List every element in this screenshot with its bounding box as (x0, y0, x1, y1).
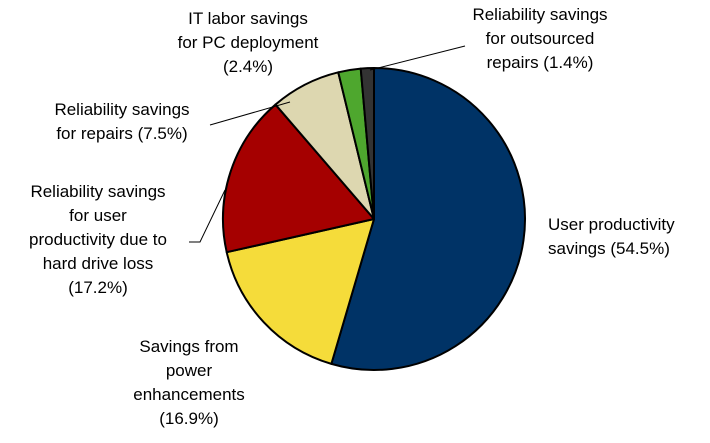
slice-label-line: Reliability savings (30, 182, 165, 201)
slice-label-line: for user (69, 206, 127, 225)
slice-label-line: (17.2%) (68, 278, 128, 297)
pie-slice-hard-drive-loss (222, 103, 375, 254)
leader-line-hard-drive-loss (189, 189, 226, 243)
slice-label-user-productivity: User productivity savings (54.5%) (548, 215, 675, 258)
leader-line-repairs (209, 101, 291, 126)
leader-line-outsourced-repairs (369, 45, 466, 71)
pie-slice-outsourced-repairs (359, 67, 375, 220)
slice-label-line: Reliability savings (472, 5, 607, 24)
slice-label-line: (2.4%) (223, 57, 273, 76)
slice-label-line: for PC deployment (178, 33, 319, 52)
pie-slices (222, 67, 526, 371)
slice-label-line: for repairs (7.5%) (56, 124, 187, 143)
slice-label-line: hard drive loss (43, 254, 154, 273)
pie-slice-power-enhancements (225, 218, 375, 365)
slice-label-line: productivity due to (29, 230, 167, 249)
slice-label-line: power (166, 361, 213, 380)
slice-label-line: IT labor savings (188, 9, 308, 28)
slice-label-power-enhancements: Savings from power enhancements (16.9%) (133, 337, 245, 428)
slice-label-hard-drive-loss: Reliability savings for user productivity … (29, 182, 167, 297)
slice-label-repairs: Reliability savings for repairs (7.5%) (54, 100, 189, 143)
slice-label-line: Savings from (139, 337, 238, 356)
slice-label-line: User productivity (548, 215, 675, 234)
slice-label-line: enhancements (133, 385, 245, 404)
slice-label-line: Reliability savings (54, 100, 189, 119)
slice-label-it-labor: IT labor savings for PC deployment (2.4%) (178, 9, 319, 76)
slice-label-outsourced-repairs: Reliability savings for outsourced repairs… (472, 5, 607, 72)
slice-label-line: savings (54.5%) (548, 239, 670, 258)
slice-label-line: (16.9%) (159, 409, 219, 428)
slice-label-line: repairs (1.4%) (487, 53, 594, 72)
leader-lines (189, 45, 466, 243)
slice-label-line: for outsourced (486, 29, 595, 48)
pie-slice-user-productivity (330, 67, 526, 371)
slice-labels: User productivity savings (54.5%) Savings … (29, 5, 675, 428)
